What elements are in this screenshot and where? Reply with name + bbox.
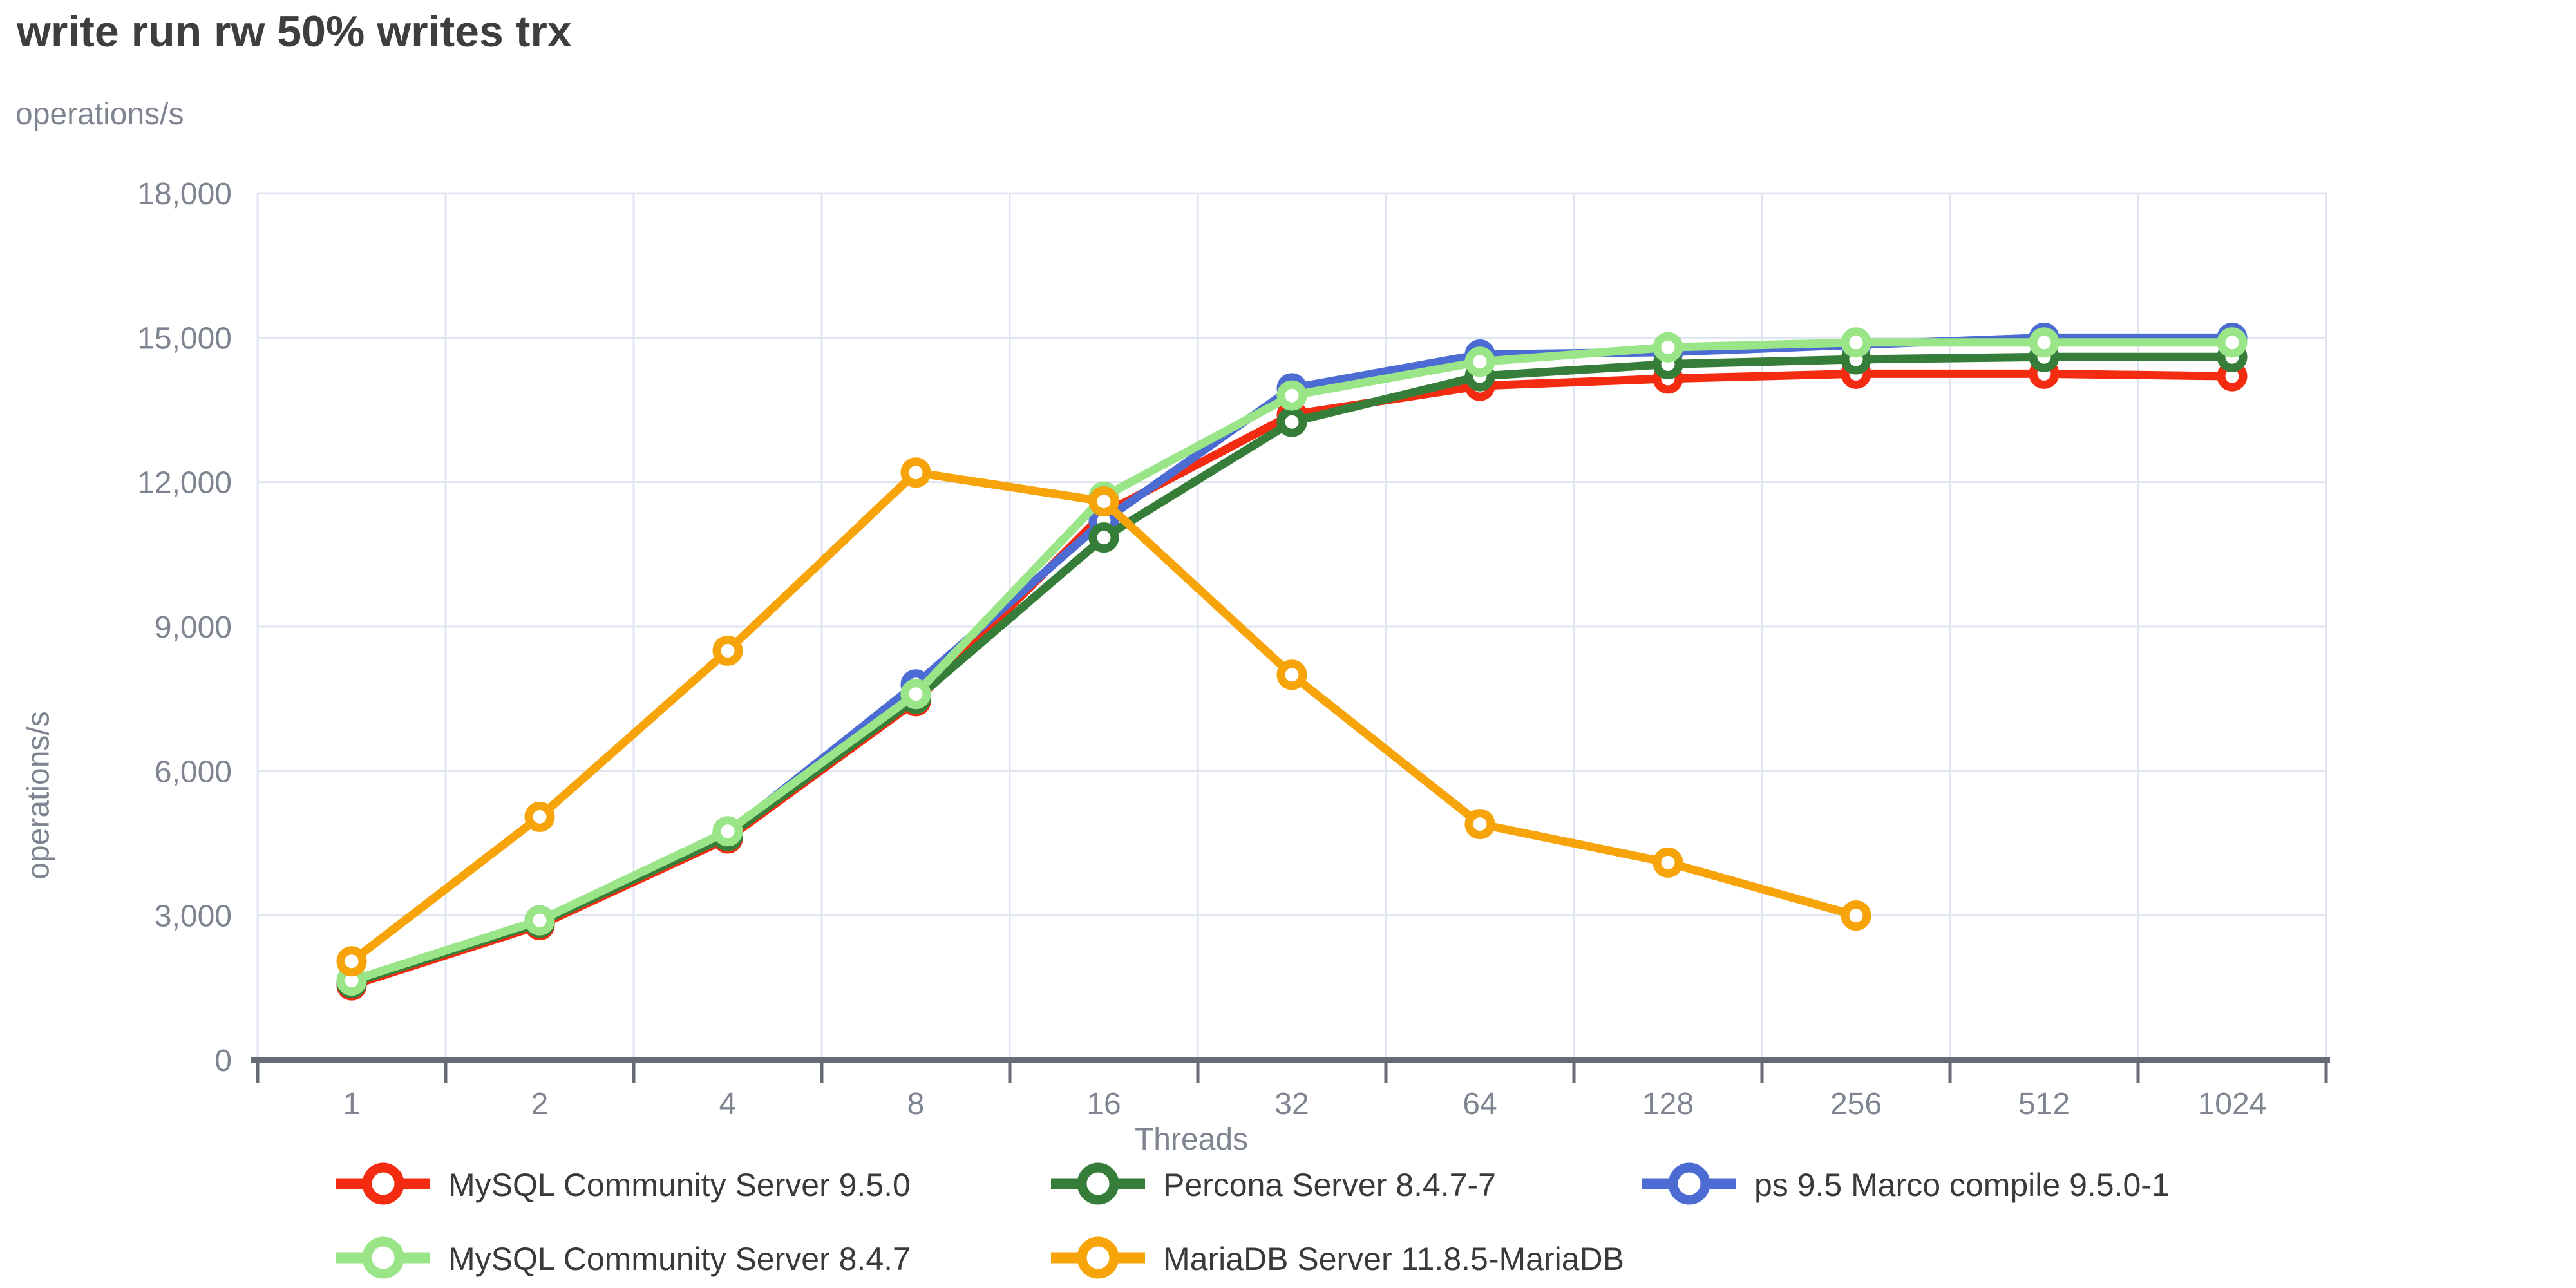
y-tick-label: 12,000: [137, 466, 232, 500]
data-point-marker-4: [1653, 847, 1683, 878]
legend-label: MariaDB Server 11.8.5-MariaDB: [1163, 1241, 1624, 1277]
data-point-marker-3: [2217, 327, 2248, 358]
x-tick-label: 16: [1086, 1087, 1121, 1121]
x-tick-label: 64: [1463, 1087, 1497, 1121]
data-point-marker-4: [1841, 900, 1871, 931]
y-tick-label: 3,000: [155, 900, 232, 934]
x-tick-label: 4: [719, 1087, 737, 1121]
y-tick-label: 9,000: [155, 611, 232, 645]
data-point-marker-3: [1464, 346, 1495, 377]
data-point-marker-4: [1276, 659, 1307, 690]
data-point-marker-3: [1841, 327, 1871, 358]
data-point-marker-4: [524, 801, 555, 832]
legend-item-mysql-9-5-0[interactable]: MySQL Community Server 9.5.0: [335, 1159, 911, 1211]
legend-item-ps-9-5-marco[interactable]: ps 9.5 Marco compile 9.5.0-1: [1641, 1159, 2170, 1211]
legend-marker-orange-icon: [1050, 1232, 1146, 1287]
legend-item-mariadb[interactable]: MariaDB Server 11.8.5-MariaDB: [1050, 1233, 1624, 1285]
data-point-marker-3: [2029, 327, 2060, 358]
legend-item-percona-8-4-7-7[interactable]: Percona Server 8.4.7-7: [1050, 1159, 1496, 1211]
data-point-marker-4: [900, 457, 931, 488]
data-point-marker-3: [712, 816, 743, 847]
y-tick-label: 15,000: [137, 321, 232, 355]
data-point-marker-3: [900, 679, 931, 710]
data-point-marker-3: [1276, 380, 1307, 411]
x-tick-label: 2: [531, 1087, 549, 1121]
legend-label: Percona Server 8.4.7-7: [1163, 1167, 1496, 1203]
data-point-marker-3: [524, 905, 555, 936]
data-point-marker-4: [712, 635, 743, 666]
data-point-marker-4: [336, 946, 367, 977]
data-point-marker-1: [1276, 406, 1307, 437]
x-tick-label: 1024: [2198, 1087, 2267, 1121]
legend-label: ps 9.5 Marco compile 9.5.0-1: [1754, 1167, 2170, 1203]
data-point-marker-1: [1088, 522, 1119, 553]
data-point-marker-4: [1464, 809, 1495, 840]
x-tick-label: 256: [1830, 1087, 1882, 1121]
chart-title: write run rw 50% writes trx: [17, 7, 572, 56]
x-tick-label: 1: [343, 1087, 361, 1121]
data-point-marker-3: [1653, 332, 1683, 363]
legend-marker-blue-icon: [1641, 1158, 1738, 1213]
y-tick-label: 6,000: [155, 755, 232, 789]
x-tick-label: 32: [1274, 1087, 1309, 1121]
y-tick-label: 0: [214, 1044, 232, 1078]
legend-marker-lightgreen-icon: [335, 1232, 431, 1287]
legend-marker-darkgreen-icon: [1050, 1158, 1146, 1213]
x-tick-label: 128: [1642, 1087, 1694, 1121]
legend-label: MySQL Community Server 8.4.7: [448, 1241, 911, 1277]
y-tick-label: 18,000: [137, 177, 232, 211]
x-tick-label: 512: [2018, 1087, 2070, 1121]
legend-item-mysql-8-4-7[interactable]: MySQL Community Server 8.4.7: [335, 1233, 911, 1285]
x-axis-title: Threads: [1134, 1122, 1249, 1157]
y-axis-unit-label: operations/s: [15, 97, 184, 131]
legend-marker-red-icon: [335, 1158, 431, 1213]
x-tick-label: 8: [907, 1087, 925, 1121]
legend-label: MySQL Community Server 9.5.0: [448, 1167, 911, 1203]
data-point-marker-4: [1088, 486, 1119, 517]
